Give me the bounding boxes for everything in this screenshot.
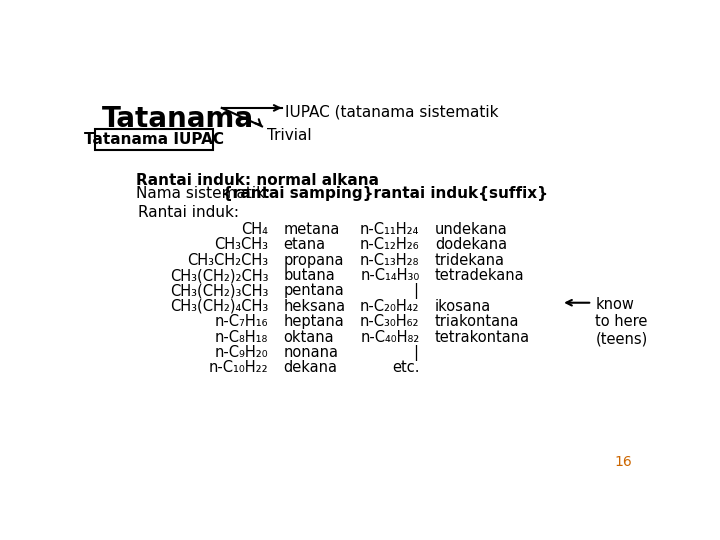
Text: n-C₁₄H₃₀: n-C₁₄H₃₀ [360, 268, 419, 283]
Text: n-C₉H₂₀: n-C₉H₂₀ [215, 345, 269, 360]
Text: Rantai induk:: Rantai induk: [138, 205, 239, 220]
Text: n-C₁₂H₂₆: n-C₁₂H₂₆ [360, 237, 419, 252]
Text: dodekana: dodekana [435, 237, 507, 252]
Text: Tatanama: Tatanama [102, 105, 253, 133]
Text: CH₃CH₃: CH₃CH₃ [215, 237, 269, 252]
Text: etc.: etc. [392, 361, 419, 375]
Text: CH₃(CH₂)₄CH₃: CH₃(CH₂)₄CH₃ [170, 299, 269, 314]
Text: propana: propana [284, 253, 344, 268]
Text: ikosana: ikosana [435, 299, 491, 314]
Text: n-C₂₀H₄₂: n-C₂₀H₄₂ [360, 299, 419, 314]
Text: tetradekana: tetradekana [435, 268, 524, 283]
Text: n-C₁₁H₂₄: n-C₁₁H₂₄ [360, 222, 419, 237]
Text: heksana: heksana [284, 299, 346, 314]
Text: tridekana: tridekana [435, 253, 505, 268]
Text: n-C₇H₁₆: n-C₇H₁₆ [215, 314, 269, 329]
Text: nonana: nonana [284, 345, 338, 360]
Text: dekana: dekana [284, 361, 338, 375]
Text: oktana: oktana [284, 330, 334, 345]
Text: 16: 16 [615, 455, 632, 469]
Text: CH₃(CH₂)₃CH₃: CH₃(CH₂)₃CH₃ [170, 284, 269, 299]
Text: |: | [413, 345, 418, 361]
Text: n-C₄₀H₈₂: n-C₄₀H₈₂ [360, 330, 419, 345]
FancyBboxPatch shape [96, 129, 213, 150]
Text: n-C₃₀H₆₂: n-C₃₀H₆₂ [360, 314, 419, 329]
Text: n-C₁₀H₂₂: n-C₁₀H₂₂ [209, 361, 269, 375]
Text: |: | [413, 284, 418, 300]
Text: Tatanama IUPAC: Tatanama IUPAC [84, 132, 225, 147]
Text: Trivial: Trivial [266, 128, 311, 143]
Text: undekana: undekana [435, 222, 508, 237]
Text: pentana: pentana [284, 284, 344, 299]
Text: n-C₁₃H₂₈: n-C₁₃H₂₈ [360, 253, 419, 268]
Text: Rantai induk: normal alkana: Rantai induk: normal alkana [137, 173, 379, 187]
Text: etana: etana [284, 237, 326, 252]
Text: know
to here
(teens): know to here (teens) [595, 296, 648, 346]
Text: {rantai samping}rantai induk{suffix}: {rantai samping}rantai induk{suffix} [222, 186, 548, 201]
Text: triakontana: triakontana [435, 314, 519, 329]
Text: tetrakontana: tetrakontana [435, 330, 530, 345]
Text: CH₄: CH₄ [241, 222, 269, 237]
Text: heptana: heptana [284, 314, 344, 329]
Text: n-C₈H₁₈: n-C₈H₁₈ [215, 330, 269, 345]
Text: metana: metana [284, 222, 340, 237]
Text: CH₃(CH₂)₂CH₃: CH₃(CH₂)₂CH₃ [170, 268, 269, 283]
Text: Nama sistematik:: Nama sistematik: [137, 186, 276, 201]
Text: CH₃CH₂CH₃: CH₃CH₂CH₃ [187, 253, 269, 268]
Text: IUPAC (tatanama sistematik: IUPAC (tatanama sistematik [285, 105, 499, 120]
Text: butana: butana [284, 268, 336, 283]
